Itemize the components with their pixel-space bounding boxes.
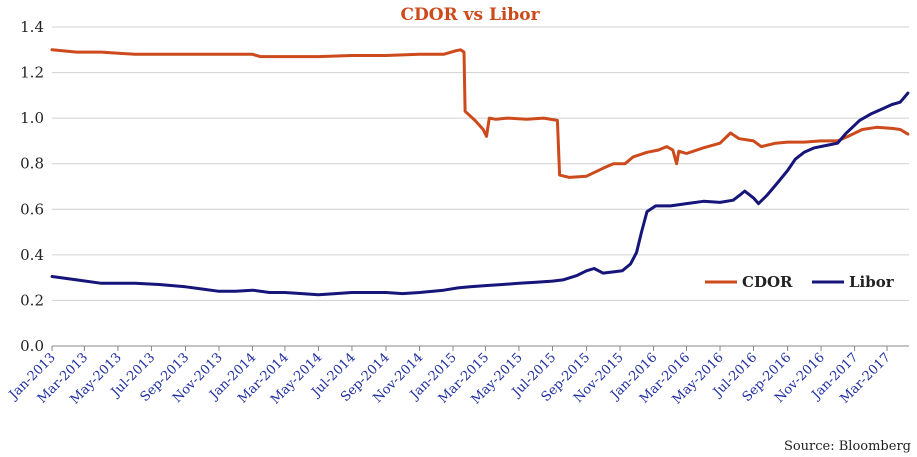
y-tick-label: 1.2 [20,64,44,82]
legend-label-cdor: CDOR [742,273,793,291]
series-group [50,48,910,297]
y-tick-label: 1.0 [20,109,44,127]
y-axis: 0.0 0.2 0.4 0.6 0.8 1.0 1.2 1.4 [20,18,44,355]
chart-title: CDOR vs Libor [400,5,540,25]
grid [52,26,909,301]
series-line-libor [50,91,910,297]
y-tick-label: 0.8 [20,155,44,173]
y-tick-label: 0.2 [20,291,44,309]
y-tick-label: 0.0 [20,337,44,355]
y-tick-label: 0.6 [20,200,44,218]
y-tick-label: 0.4 [20,246,44,264]
source-note: Source: Bloomberg [784,439,911,454]
y-tick-label: 1.4 [20,18,44,36]
x-axis: Jan-2013Mar-2013May-2013Jul-2013Sep-2013… [5,345,909,407]
series-line-cdor [50,48,910,179]
legend-label-libor: Libor [849,273,895,291]
legend: CDOR Libor [705,273,895,291]
